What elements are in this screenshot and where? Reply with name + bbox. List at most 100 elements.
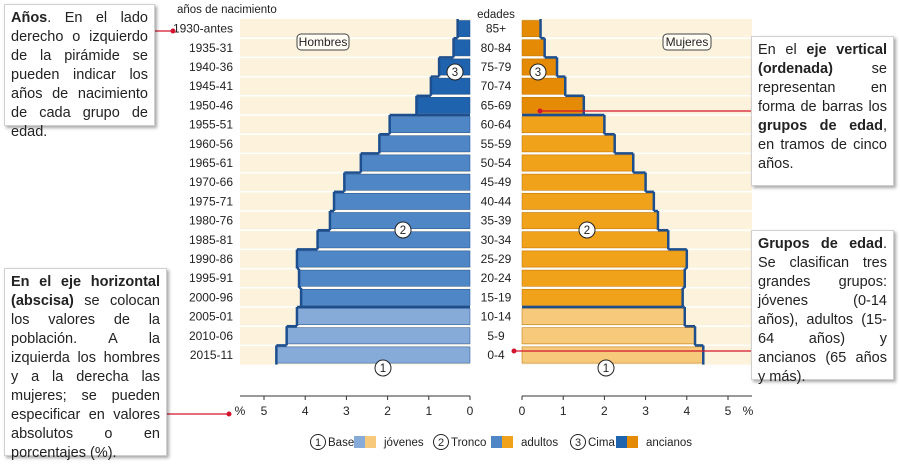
male-marker-cima-label: 3 <box>452 67 458 79</box>
age-group-label: 10-14 <box>481 310 512 324</box>
birth-year-label: 1980-76 <box>189 214 233 228</box>
female-label-box <box>662 33 712 51</box>
legend-number-circle <box>310 434 326 450</box>
legend-number-circle <box>570 434 586 450</box>
male-bar-65-69 <box>416 97 471 114</box>
legend-number: 3 <box>575 437 581 449</box>
birth-year-label: 1965-61 <box>189 156 233 170</box>
male-bar-25-29 <box>296 250 471 268</box>
annotation-birth-years-title: Años <box>11 10 48 26</box>
male-marker-base-circle <box>374 359 392 377</box>
birth-year-label: 1950-46 <box>189 98 233 112</box>
legend-number-circle <box>433 434 449 450</box>
age-group-label: 70-74 <box>481 79 512 93</box>
age-group-label: 55-59 <box>481 137 512 151</box>
age-group-label: 80-84 <box>481 41 512 55</box>
male-x-tick-label: 3 <box>343 404 350 418</box>
connector-age-groups-dot <box>511 348 517 354</box>
legend-label: Cima <box>588 437 615 449</box>
annotation-vertical-title: eje vertical (ordenada) <box>758 42 887 77</box>
female-marker-cima-circle <box>529 63 547 81</box>
female-marker-cima-label: 3 <box>535 67 541 79</box>
birth-year-label: 1940-36 <box>189 60 233 74</box>
female-bar-70-74 <box>521 77 566 95</box>
female-bar-60-64 <box>521 116 605 133</box>
annotation-birth-years-text: . En el lado derecho o izquierdo de la p… <box>11 10 148 140</box>
age-group-label: 65-69 <box>481 98 512 112</box>
male-bar-80-84 <box>453 39 471 57</box>
female-bar-10-14 <box>521 308 685 325</box>
male-bar-45-49 <box>344 173 471 191</box>
male-bar-10-14 <box>296 308 471 325</box>
annotation-vertical-pre: En el <box>758 42 807 58</box>
male-axis-unit: % <box>235 404 246 418</box>
male-bar-55-59 <box>379 135 471 153</box>
male-bar-85+ <box>457 20 471 37</box>
male-x-tick-label: 1 <box>425 404 432 418</box>
annotation-birth-years: Años. En el lado derecho o izquierdo de … <box>4 4 155 140</box>
age-group-label: 20-24 <box>481 271 512 285</box>
male-label: Hombres <box>299 35 348 49</box>
age-group-label: 0-4 <box>487 348 505 362</box>
male-marker-base-label: 1 <box>380 363 386 375</box>
female-bar-40-44 <box>521 193 655 210</box>
female-bar-20-24 <box>521 269 685 287</box>
birth-year-label: 1930-antes <box>173 22 233 36</box>
annotation-horizontal-axis: En el eje horizontal (abscisa) se coloca… <box>4 268 167 461</box>
age-group-label: 75-79 <box>481 60 512 74</box>
male-bar-40-44 <box>333 193 471 210</box>
male-marker-tronco-label: 2 <box>400 225 406 237</box>
birth-year-label: 1935-31 <box>189 41 233 55</box>
male-x-tick-label: 4 <box>302 404 309 418</box>
connector-vertical-axis-dot <box>537 108 543 114</box>
annotation-horizontal-text: se colocan los valores de la población. … <box>11 293 160 461</box>
male-bar-20-24 <box>298 269 471 287</box>
legend-number: 2 <box>438 437 444 449</box>
male-x-tick-label: 5 <box>261 404 268 418</box>
age-group-label: 50-54 <box>481 156 512 170</box>
male-bar-15-19 <box>300 289 471 306</box>
age-group-label: 25-29 <box>481 252 512 266</box>
annotation-vertical-post: , en tramos de cinco años. <box>758 118 887 172</box>
male-x-tick-label: 0 <box>467 404 474 418</box>
female-marker-base-label: 1 <box>603 363 609 375</box>
birth-year-label: 2015-11 <box>190 348 233 362</box>
female-label: Mujeres <box>666 35 709 49</box>
birth-years-header: años de nacimiento <box>177 4 277 16</box>
annotation-vertical-mid: se representan en forma de barras los <box>758 61 887 115</box>
female-bar-80-84 <box>521 39 545 57</box>
male-marker-cima-circle <box>446 63 464 81</box>
legend-group: adultos <box>521 437 558 449</box>
annotation-age-groups: Grupos de edad. Se clasifican tres grand… <box>751 230 894 385</box>
age-group-label: 40-44 <box>481 194 512 208</box>
age-group-label: 30-34 <box>481 233 512 247</box>
birth-year-label: 1975-71 <box>189 194 233 208</box>
age-group-label: 5-9 <box>487 329 505 343</box>
legend-group: jóvenes <box>383 437 424 449</box>
connector-horizontal-axis-dot <box>226 411 232 417</box>
legend-swatch-male <box>491 436 502 448</box>
legend-swatch-male <box>354 436 365 448</box>
legend-swatch-female <box>502 436 513 448</box>
female-bar-25-29 <box>521 250 688 268</box>
female-x-tick-label: 5 <box>725 404 732 418</box>
female-bar-55-59 <box>521 135 615 153</box>
legend-number: 1 <box>315 437 321 449</box>
age-group-label: 45-49 <box>481 175 512 189</box>
birth-year-label: 2010-06 <box>189 329 233 343</box>
age-group-label: 15-19 <box>481 290 512 304</box>
birth-year-label: 1960-56 <box>189 137 233 151</box>
connector-birth-years-dot <box>170 28 176 34</box>
male-bar-50-54 <box>360 154 471 172</box>
male-label-box <box>296 33 350 51</box>
female-marker-tronco-label: 2 <box>584 225 590 237</box>
age-group-label: 60-64 <box>481 118 512 132</box>
annotation-groups-title: Grupos de edad <box>758 236 883 252</box>
annotation-vertical-axis: En el eje vertical (ordenada) se represe… <box>751 36 894 186</box>
birth-year-label: 1990-86 <box>189 252 233 266</box>
legend-label: Base <box>328 437 354 449</box>
female-x-tick-label: 3 <box>642 404 649 418</box>
annotation-horizontal-title: En el eje horizontal (abscisa) <box>11 274 160 309</box>
birth-year-label: 1955-51 <box>189 118 233 132</box>
